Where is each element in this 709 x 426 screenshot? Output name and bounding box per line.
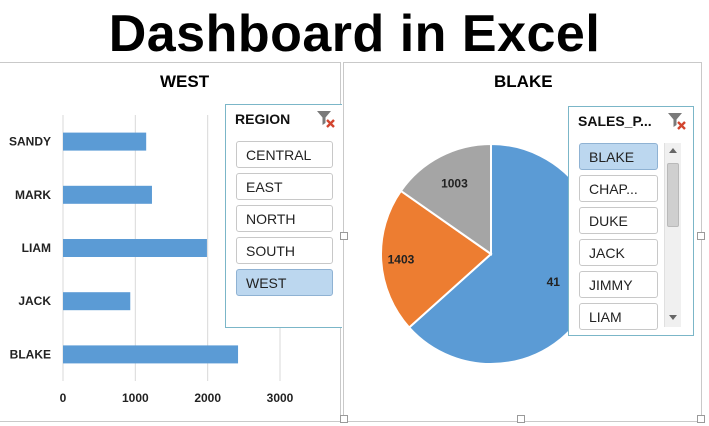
bar: [63, 239, 207, 257]
bar-chart-panel[interactable]: WEST 0 1000 2000 3000 SANDY MARK LIAM JACK BLAKE…: [0, 62, 342, 422]
slicer-item[interactable]: BLAKE: [579, 143, 658, 170]
data-label: 1003: [441, 177, 468, 191]
bar: [63, 292, 131, 311]
slicer-item[interactable]: CENTRAL: [236, 141, 333, 168]
slicer-item[interactable]: SOUTH: [236, 237, 333, 264]
bar-chart-title: WEST: [160, 72, 210, 91]
y-tick-label: BLAKE: [10, 347, 51, 361]
slicer-scrollbar[interactable]: [664, 143, 681, 327]
resize-handle[interactable]: [340, 232, 348, 240]
slicer-item[interactable]: EAST: [236, 173, 333, 200]
x-tick-label: 0: [60, 391, 67, 405]
resize-handle[interactable]: [340, 415, 348, 423]
pie-chart-title: BLAKE: [494, 72, 553, 91]
bar: [63, 185, 152, 204]
slicer-item[interactable]: DUKE: [579, 207, 658, 234]
pie-slice: [399, 142, 492, 256]
data-label: 41: [547, 275, 561, 289]
slicer-item[interactable]: CHAP...: [579, 175, 658, 202]
slicer-item[interactable]: LIAM: [579, 303, 658, 330]
salesperson-slicer-header: SALES_P...: [578, 113, 652, 129]
salesperson-slicer[interactable]: SALES_P... BLAKE CHAP... DUKE JACK JIMMY LIAM: [568, 106, 694, 336]
scroll-down-icon[interactable]: [669, 315, 677, 320]
resize-handle[interactable]: [517, 415, 525, 423]
page-title: Dashboard in Excel: [108, 5, 601, 63]
scroll-thumb[interactable]: [667, 163, 679, 227]
y-tick-label: LIAM: [22, 241, 51, 255]
x-tick-label: 1000: [122, 391, 149, 405]
slicer-item[interactable]: JACK: [579, 239, 658, 266]
slicer-item[interactable]: WEST: [236, 269, 333, 296]
x-tick-label: 2000: [194, 391, 221, 405]
slicer-item[interactable]: NORTH: [236, 205, 333, 232]
bar: [63, 345, 239, 364]
pie-slice: [380, 189, 493, 329]
resize-handle[interactable]: [697, 232, 705, 240]
x-tick-label: 3000: [267, 391, 294, 405]
region-slicer[interactable]: REGION CENTRAL EAST NORTH SOUTH WEST: [225, 104, 342, 328]
bar-chart: 0 1000 2000 3000 SANDY MARK LIAM JACK BLAKE: [9, 115, 294, 405]
clear-filter-icon[interactable]: [667, 111, 687, 131]
data-label: 1403: [388, 252, 415, 266]
pie-chart: 41 1403 1003: [380, 142, 602, 365]
scroll-up-icon[interactable]: [669, 148, 677, 153]
y-tick-label: MARK: [15, 188, 51, 202]
slicer-item[interactable]: JIMMY: [579, 271, 658, 298]
y-tick-label: JACK: [18, 294, 51, 308]
bar: [63, 132, 147, 151]
clear-filter-icon[interactable]: [316, 109, 336, 129]
pie-chart-panel[interactable]: BLAKE 41 1403 1003 SALES_P... BLAKE CHAP...…: [343, 62, 702, 422]
region-slicer-header: REGION: [235, 111, 291, 127]
y-tick-label: SANDY: [9, 135, 51, 149]
resize-handle[interactable]: [697, 415, 705, 423]
